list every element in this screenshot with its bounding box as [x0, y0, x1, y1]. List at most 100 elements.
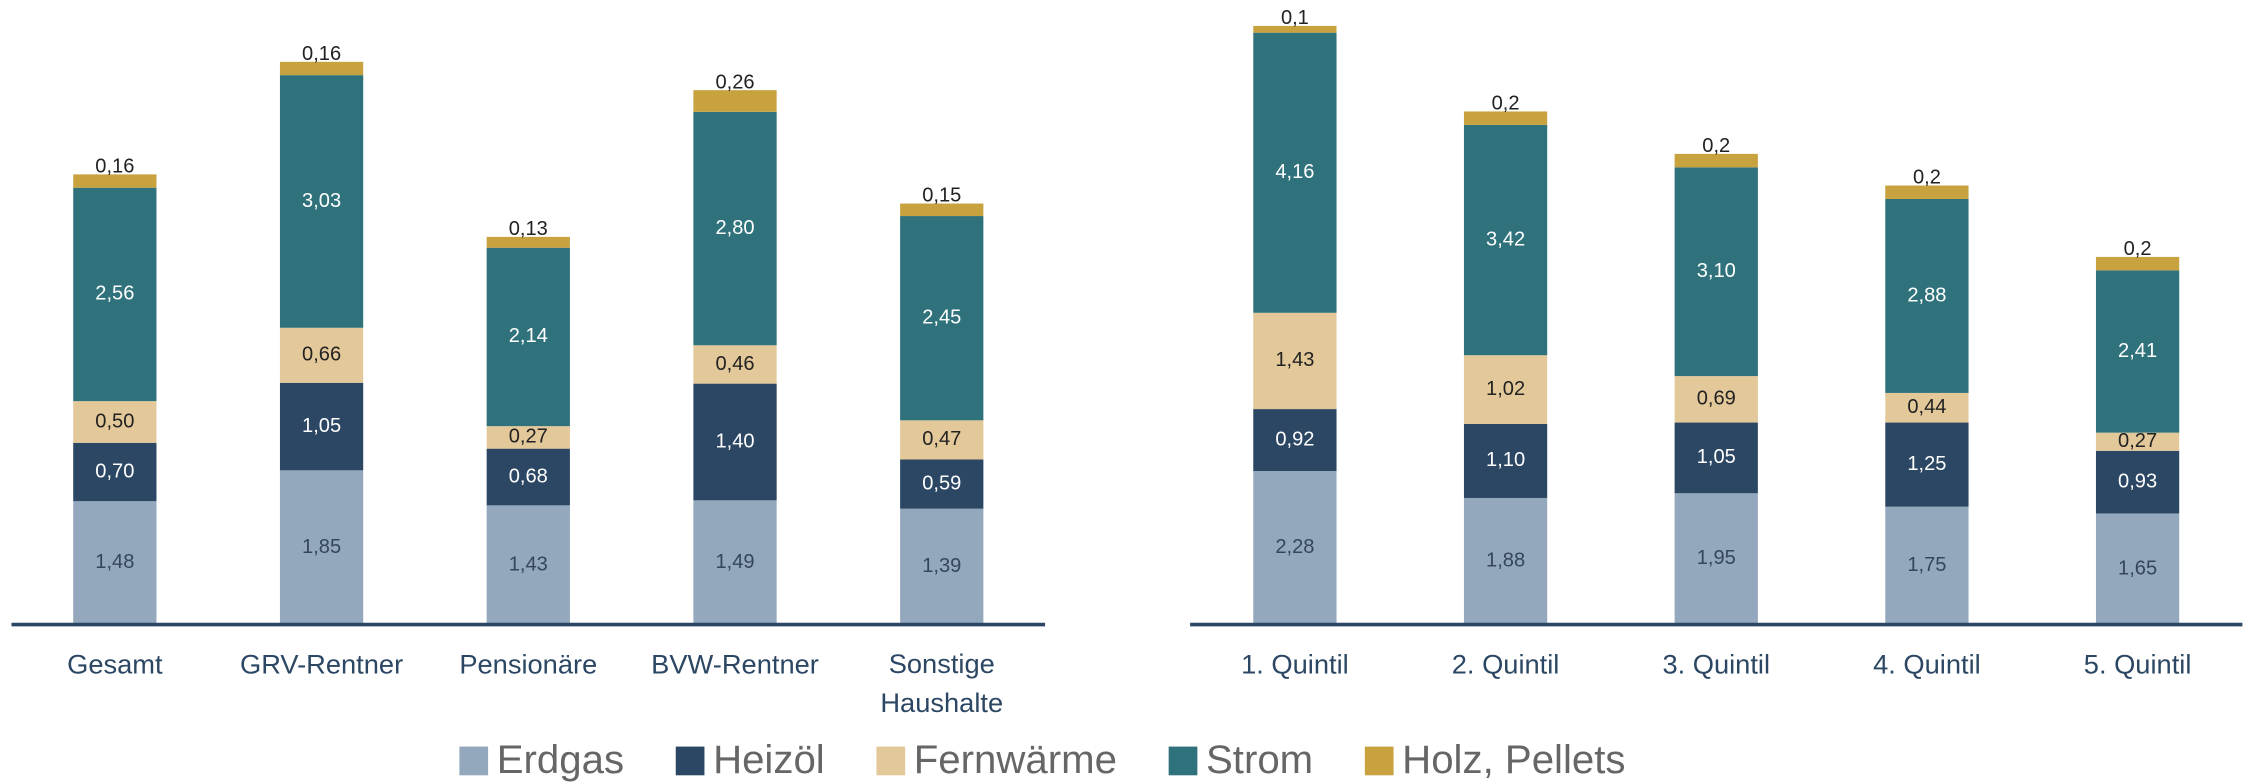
bar-segment — [1463, 423, 1548, 498]
bar-segment — [1885, 185, 1969, 199]
value-label: 1,43 — [1275, 349, 1314, 371]
value-label: 0,44 — [1907, 396, 1946, 418]
x-tick-label-line: Sonstige — [889, 648, 995, 679]
bar-segment — [1253, 409, 1337, 472]
value-label: 0,92 — [1275, 428, 1314, 450]
bar-segment — [486, 426, 570, 449]
value-label: 2,80 — [715, 217, 754, 239]
legend-label: Strom — [1206, 737, 1313, 782]
bar-segment — [486, 236, 570, 248]
legend-swatch — [876, 746, 906, 776]
bar-segment — [1253, 32, 1337, 313]
value-label: 1,48 — [95, 551, 134, 573]
bar-segment — [2095, 270, 2180, 433]
bar-segment — [1463, 355, 1548, 424]
x-tick-label: 1. Quintil — [1241, 648, 1349, 679]
bar-segment — [1885, 392, 1969, 423]
legend-swatch — [1364, 746, 1394, 776]
bar-segment — [693, 500, 777, 625]
bar-segment — [1463, 111, 1548, 125]
bar-segment — [73, 401, 157, 443]
legend-label: Fernwärme — [914, 737, 1117, 782]
value-label: 1,05 — [1697, 446, 1736, 468]
value-label: 3,03 — [302, 190, 341, 212]
bar-segment — [1674, 493, 1758, 625]
bar-segment — [1253, 471, 1337, 625]
bar-segment — [73, 174, 157, 188]
bar-segment — [693, 90, 777, 112]
bar-segment — [1253, 312, 1337, 410]
value-label: 3,10 — [1697, 260, 1736, 282]
value-label: 0,2 — [1702, 135, 1730, 157]
value-label: 1,88 — [1486, 550, 1525, 572]
bar-segment — [1674, 153, 1758, 168]
value-label: 0,70 — [95, 460, 134, 482]
bar-segment — [900, 459, 984, 509]
value-label: 3,42 — [1486, 228, 1525, 250]
bar-segment — [1674, 167, 1758, 377]
value-label: 0,50 — [95, 410, 134, 432]
value-label: 2,41 — [2118, 340, 2157, 362]
bar-segment — [73, 187, 157, 402]
legend-swatch — [459, 746, 489, 776]
value-label: 0,16 — [95, 155, 134, 177]
value-label: 0,66 — [302, 344, 341, 366]
bar-segment — [900, 216, 984, 421]
bar-segment — [1885, 506, 1969, 625]
legend-label: Erdgas — [497, 737, 624, 782]
bar-segment — [279, 470, 364, 625]
x-tick-label: Gesamt — [67, 648, 163, 679]
legend-label: Holz, Pellets — [1402, 737, 1625, 782]
x-tick-label: Sonstige Haushalte — [880, 648, 1003, 718]
bar-segment — [486, 448, 570, 506]
value-label: 1,95 — [1697, 547, 1736, 569]
bar-segment — [900, 420, 984, 460]
value-label: 2,88 — [1907, 284, 1946, 306]
bar-segment — [900, 203, 984, 217]
x-tick-label: 5. Quintil — [2084, 648, 2192, 679]
legend-swatch — [675, 746, 705, 776]
value-label: 0,27 — [2118, 430, 2157, 452]
bar-segment — [486, 505, 570, 625]
legend-swatch — [1168, 746, 1198, 776]
bar-segment — [2095, 256, 2180, 271]
value-label: 0,68 — [509, 465, 548, 487]
value-label: 0,1 — [1281, 7, 1309, 29]
x-tick-label: 3. Quintil — [1662, 648, 1770, 679]
x-tick-label: Pensionäre — [459, 648, 597, 679]
value-label: 1,02 — [1486, 378, 1525, 400]
value-label: 0,93 — [2118, 470, 2157, 492]
value-label: 0,26 — [715, 71, 754, 93]
x-tick-label-line: Haushalte — [880, 687, 1003, 718]
value-label: 0,16 — [302, 43, 341, 65]
value-label: 0,47 — [922, 428, 961, 450]
bar-segment — [1463, 124, 1548, 356]
value-label: 1,49 — [715, 551, 754, 573]
value-label: 0,2 — [2124, 238, 2152, 260]
bar-segment — [279, 75, 364, 328]
value-label: 0,59 — [922, 472, 961, 494]
value-label: 0,27 — [509, 426, 548, 448]
bar-segment — [1253, 25, 1337, 33]
value-label: 1,65 — [2118, 557, 2157, 579]
bar-segment — [2095, 513, 2180, 625]
value-label: 0,46 — [715, 353, 754, 375]
bar-segment — [1885, 198, 1969, 393]
value-label: 0,15 — [922, 185, 961, 207]
bar-segment — [900, 508, 984, 625]
bar-segment — [693, 383, 777, 501]
value-label: 0,13 — [509, 218, 548, 240]
bar-segment — [693, 111, 777, 346]
value-label: 0,69 — [1697, 388, 1736, 410]
value-label: 1,39 — [922, 555, 961, 577]
bar-segment — [486, 247, 570, 427]
value-label: 1,05 — [302, 415, 341, 437]
value-label: 1,43 — [509, 553, 548, 575]
bar-segment — [279, 382, 364, 471]
bar-segment — [279, 327, 364, 383]
bar-segment — [2095, 432, 2180, 451]
x-tick-label: 2. Quintil — [1452, 648, 1560, 679]
bar-segment — [279, 61, 364, 76]
